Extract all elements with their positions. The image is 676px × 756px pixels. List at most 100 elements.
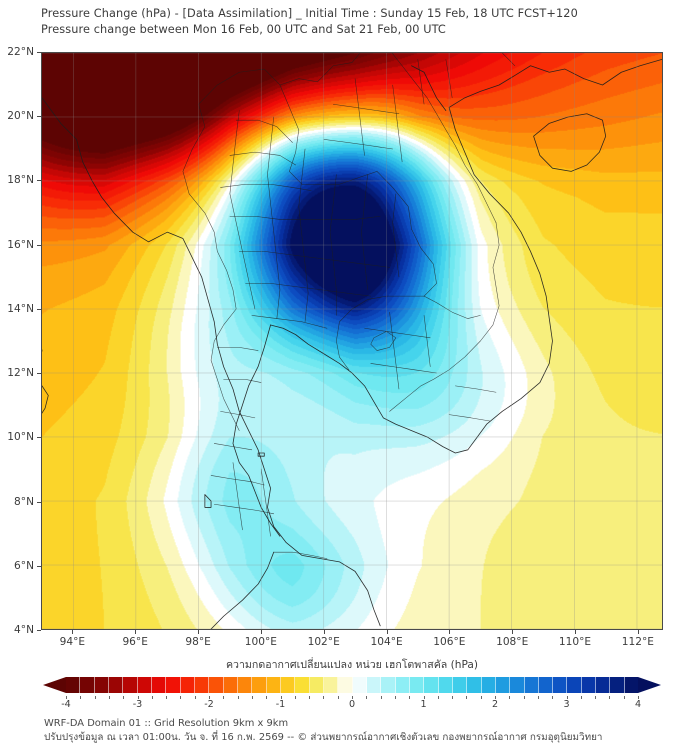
colorbar-band xyxy=(553,677,568,693)
colorbar-minor-tick xyxy=(294,696,296,699)
colorbar-tick-label: 4 xyxy=(634,699,642,710)
x-tickmark xyxy=(260,630,262,634)
y-tickmark xyxy=(37,244,41,246)
colorbar-minor-tick xyxy=(94,696,96,699)
colorbar-band xyxy=(309,677,324,693)
colorbar-band xyxy=(209,677,224,693)
colorbar-band xyxy=(567,677,582,693)
y-tick-label: 14°N xyxy=(7,302,34,315)
colorbar-minor-tick xyxy=(166,696,168,699)
map-plot-area[interactable] xyxy=(41,52,663,630)
colorbar-band xyxy=(166,677,181,693)
colorbar-minor-tick xyxy=(495,696,496,699)
colorbar-block: ความกดอากาศเปลี่ยนแปลง หน่วย เฮกโตพาสคัล… xyxy=(41,658,663,712)
colorbar-band xyxy=(610,677,625,693)
y-tickmark xyxy=(37,373,41,375)
colorbar-band xyxy=(467,677,482,693)
y-tickmark xyxy=(37,180,41,182)
x-tick-label: 108°E xyxy=(496,636,529,648)
colorbar-band xyxy=(108,677,124,693)
colorbar-band xyxy=(481,677,496,693)
colorbar-band xyxy=(237,677,253,693)
colorbar-minor-tick xyxy=(280,696,282,699)
colorbar-label: ความกดอากาศเปลี่ยนแปลง หน่วย เฮกโตพาสคัล… xyxy=(225,659,479,671)
x-tick-label: 112°E xyxy=(621,636,654,648)
colorbar-minor-tick xyxy=(251,696,253,699)
y-tickmark xyxy=(37,116,41,118)
chart-title-block: Pressure Change (hPa) - [Data Assimilati… xyxy=(41,6,671,37)
footer-line-model: WRF-DA Domain 01 :: Grid Resolution 9km … xyxy=(44,718,289,729)
title-line-2: Pressure change between Mon 16 Feb, 00 U… xyxy=(41,22,446,36)
colorbar-minor-tick xyxy=(566,696,568,699)
colorbar-minor-tick xyxy=(108,696,110,699)
x-tick-label: 110°E xyxy=(558,636,592,648)
colorbar-band xyxy=(581,677,597,693)
colorbar-band xyxy=(538,677,554,693)
colorbar-band xyxy=(280,677,296,693)
colorbar-tick-label: 1 xyxy=(420,699,427,710)
colorbar-band xyxy=(180,677,195,693)
colorbar-minor-tick xyxy=(580,696,582,699)
colorbar-strip[interactable] xyxy=(41,674,663,696)
colorbar-minor-tick xyxy=(337,696,339,699)
colorbar-band xyxy=(424,677,439,693)
x-tickmark xyxy=(512,630,514,634)
x-tickmark xyxy=(135,630,137,634)
colorbar-minor-tick xyxy=(452,696,454,699)
colorbar-tick-label: 3 xyxy=(563,699,570,710)
colorbar-band xyxy=(137,677,152,693)
title-line-1: Pressure Change (hPa) - [Data Assimilati… xyxy=(41,7,578,20)
y-tick-label: 12°N xyxy=(7,367,34,380)
colorbar-minor-tick xyxy=(437,696,439,699)
y-tick-label: 20°N xyxy=(7,110,34,123)
colorbar-minor-tick xyxy=(137,696,139,699)
colorbar-minor-tick xyxy=(123,696,125,699)
colorbar-minor-tick xyxy=(80,696,82,699)
colorbar-minor-tick xyxy=(366,696,368,699)
y-tick-label: 10°N xyxy=(7,431,34,444)
y-tickmark xyxy=(37,308,41,310)
y-tickmark xyxy=(37,501,41,503)
colorbar-band xyxy=(338,677,353,693)
colorbar-minor-tick xyxy=(209,696,210,699)
colorbar-high-cap-icon xyxy=(638,677,661,693)
colorbar-band xyxy=(223,677,238,693)
colorbar-tick-labels: -4 -3 -2 -1 0 1 2 3 4 xyxy=(41,696,663,712)
y-tick-label: 8°N xyxy=(14,495,34,508)
colorbar-band xyxy=(624,677,639,693)
colorbar-band xyxy=(596,677,611,693)
pressure-change-heatmap-layer xyxy=(42,53,662,629)
x-tick-label: 106°E xyxy=(433,636,466,648)
colorbar-minor-tick xyxy=(380,696,382,699)
colorbar-minor-tick xyxy=(180,696,182,699)
footer-block: WRF-DA Domain 01 :: Grid Resolution 9km … xyxy=(44,717,672,745)
colorbar-minor-tick xyxy=(223,696,225,699)
colorbar-minor-tick xyxy=(609,696,611,699)
y-tickmark xyxy=(37,437,41,439)
colorbar-band xyxy=(66,677,81,693)
colorbar-band xyxy=(151,677,167,693)
colorbar-band xyxy=(381,677,396,693)
y-tickmark xyxy=(37,52,41,53)
colorbar-minor-tick xyxy=(537,696,539,699)
colorbar-band xyxy=(323,677,339,693)
colorbar-minor-tick xyxy=(523,696,525,699)
colorbar-band xyxy=(80,677,95,693)
colorbar-minor-tick xyxy=(151,696,153,699)
colorbar-tick-label: 0 xyxy=(348,699,356,710)
colorbar-band xyxy=(524,677,539,693)
colorbar-tick-label: -1 xyxy=(275,699,286,710)
colorbar-minor-tick xyxy=(66,696,67,699)
colorbar-minor-tick xyxy=(480,696,482,699)
colorbar-band xyxy=(266,677,281,693)
x-tick-label: 100°E xyxy=(244,636,277,648)
colorbar-band xyxy=(409,677,425,693)
y-tick-label: 4°N xyxy=(14,624,34,636)
colorbar-band xyxy=(495,677,511,693)
colorbar-minor-tick xyxy=(509,696,511,699)
colorbar-band xyxy=(366,677,382,693)
y-tick-label: 16°N xyxy=(7,238,34,251)
colorbar-minor-tick xyxy=(552,696,554,699)
colorbar-minor-tick xyxy=(595,696,597,699)
